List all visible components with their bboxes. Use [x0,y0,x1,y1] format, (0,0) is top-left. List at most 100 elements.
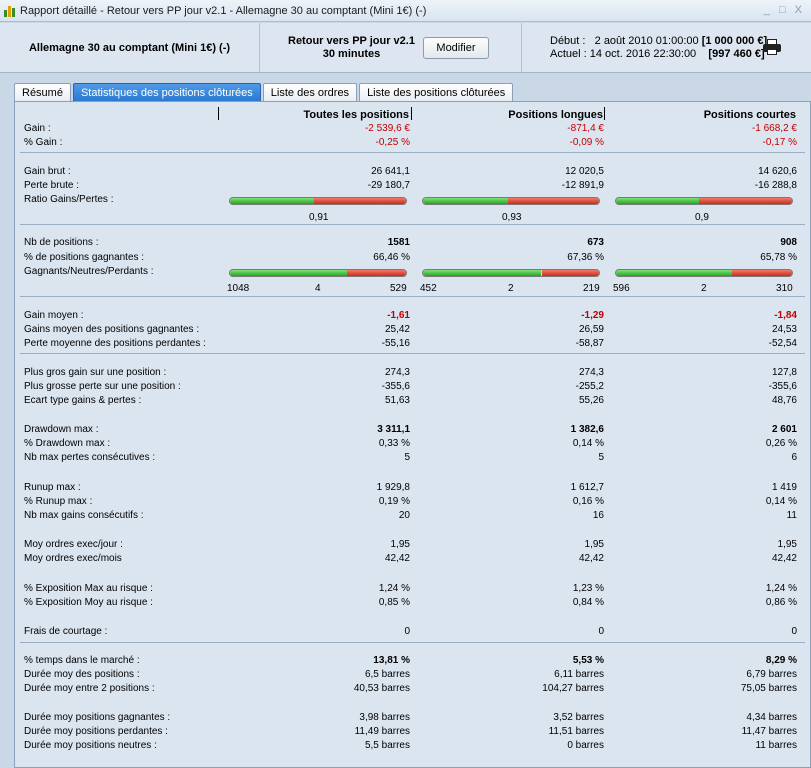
stat-value-all: -355,6 [381,381,410,392]
wnl-bar-long [422,269,600,277]
tab-closed-position-list[interactable]: Liste des positions clôturées [359,83,514,101]
ratio-bar-losses [699,198,792,204]
stat-value-all: 5,5 barres [364,740,410,751]
wnl-bar-losers [541,270,599,276]
ratio-bar-gains [616,198,700,204]
ratio-value-short: 0,9 [695,212,709,223]
ratio-bar-gains [230,198,314,204]
stat-value-all: 5 [404,452,410,463]
modify-button[interactable]: Modifier [422,36,489,59]
app-chart-icon [4,5,16,17]
stat-label: Gain moyen : [24,310,84,321]
stat-value-all: 1 929,8 [376,482,410,493]
column-separator [411,107,412,120]
stat-value-long: -1,29 [581,310,604,321]
stat-value-all: 66,46 % [373,252,410,263]
stat-value-short: -355,6 [768,381,797,392]
stat-value-long: 3,52 barres [553,712,604,723]
stat-value-short: -1,84 [774,310,797,321]
stat-value-short: -52,54 [768,338,797,349]
stat-label: Ratio Gains/Pertes : [24,194,114,205]
stat-value-long: 274,3 [578,367,604,378]
stat-value-short: 75,05 barres [740,683,797,694]
stat-label: Perte moyenne des positions perdantes : [24,338,206,349]
stat-value-short: 0,86 % [765,597,797,608]
stat-value-long: 5 [598,452,604,463]
stat-value-short: -1 668,2 € [751,123,797,134]
section-divider [20,224,805,225]
window-controls[interactable]: _ □ X [763,4,805,16]
section-divider [20,353,805,354]
stat-value-all: 3,98 barres [359,712,410,723]
stat-value-all: 0 [404,626,410,637]
stat-label: % temps dans le marché : [24,655,140,666]
stat-value-short: 127,8 [771,367,797,378]
stat-value-all: -29 180,7 [367,180,410,191]
wnl-losers-short: 310 [776,283,793,294]
stat-label: Durée moy entre 2 positions : [24,683,155,694]
wnl-losers-all: 529 [390,283,407,294]
ratio-value-long: 0,93 [502,212,522,223]
stat-value-all: 11,49 barres [354,726,410,737]
wnl-bar-winners [616,270,732,276]
wnl-neutral-long: 2 [508,283,514,294]
wnl-bar-losers [347,270,406,276]
stats-panel: Toutes les positions Positions longues P… [14,101,811,768]
stat-value-long: -255,2 [575,381,604,392]
ratio-bar-short [615,197,793,205]
dates-cell: Début : 2 août 2010 01:00:00 [1 000 000 … [522,23,811,72]
section-divider [20,642,805,643]
stat-value-long: 55,26 [578,395,604,406]
ratio-bar-long [422,197,600,205]
wnl-bar-winners [230,270,347,276]
stat-value-long: 16 [592,510,604,521]
tab-closed-position-stats[interactable]: Statistiques des positions clôturées [72,83,261,101]
tab-order-list[interactable]: Liste des ordres [262,83,358,101]
column-header-short: Positions courtes [703,109,796,121]
stat-value-long: 6,11 barres [554,669,604,680]
stat-value-long: 67,36 % [567,252,604,263]
stat-value-short: 0,14 % [765,496,797,507]
stat-value-all: 0,85 % [378,597,410,608]
stat-value-all: 1581 [387,237,410,248]
strategy-period: 30 minutes [322,47,381,60]
stat-label: Gagnants/Neutres/Perdants : [24,266,154,277]
stat-value-long: 0,14 % [572,438,604,449]
stat-value-all: 1,95 [390,539,410,550]
stat-value-all: 0,33 % [378,438,410,449]
stat-value-long: 0,84 % [572,597,604,608]
stat-value-short: 4,34 barres [746,712,797,723]
tab-bar: Résumé Statistiques des positions clôtur… [14,83,515,101]
stat-value-short: 48,76 [771,395,797,406]
stat-value-long: 1 612,7 [570,482,604,493]
stat-label: % Runup max : [24,496,93,507]
stat-label: Plus grosse perte sur une position : [24,381,181,392]
stat-label: % Gain : [24,137,63,148]
print-icon[interactable] [763,39,781,55]
report-header: Allemagne 30 au comptant (Mini 1€) (-) R… [0,23,811,73]
window-title: Rapport détaillé - Retour vers PP jour v… [20,4,427,17]
ratio-bar-losses [507,198,599,204]
stat-value-long: 104,27 barres [542,683,604,694]
stat-value-long: 1,95 [584,539,604,550]
stat-label: Drawdown max : [24,424,99,435]
stat-label: Durée moy positions neutres : [24,740,157,751]
start-capital: [1 000 000 €] [701,34,768,47]
stat-value-short: 14 620,6 [758,166,797,177]
stat-value-long: 11,51 barres [548,726,604,737]
start-label: Début : [550,34,586,47]
stat-label: % de positions gagnantes : [24,252,145,263]
stat-value-all: 1,24 % [378,583,410,594]
stat-value-short: 11 [786,510,797,521]
stat-value-all: 3 311,1 [377,424,410,435]
stat-value-short: 1,24 % [765,583,797,594]
stat-label: Durée moy positions perdantes : [24,726,168,737]
stat-value-short: 11 barres [755,740,797,751]
stat-label: Moy ordres exec/jour : [24,539,123,550]
stat-value-short: 0,26 % [765,438,797,449]
tab-resume[interactable]: Résumé [14,83,71,101]
stat-value-all: 51,63 [384,395,410,406]
wnl-bar-winners [423,270,542,276]
stat-value-long: 1,23 % [572,583,604,594]
stat-label: Plus gros gain sur une position : [24,367,167,378]
